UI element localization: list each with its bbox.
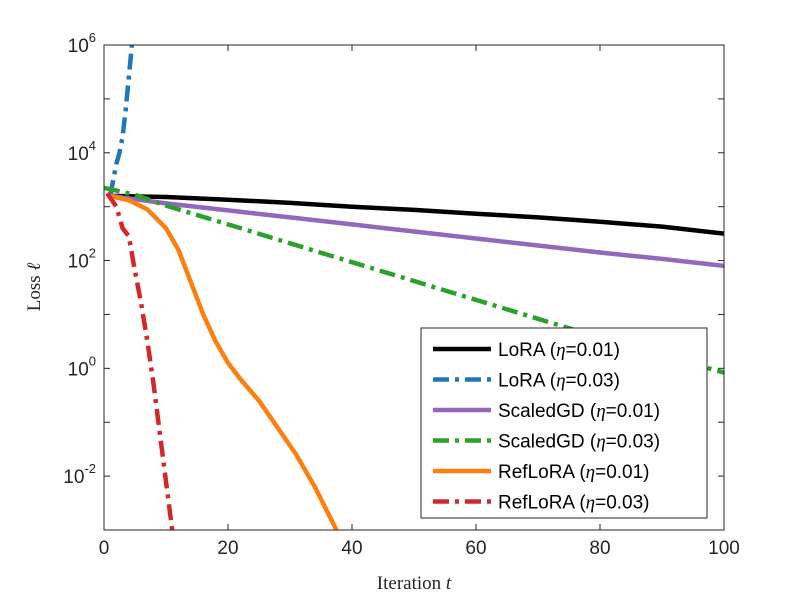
legend-label-1: LoRA (η=0.03) — [498, 371, 620, 392]
legend-label-4: RefLoRA (η=0.01) — [498, 462, 650, 483]
y-axis-title: Loss ℓ — [24, 263, 45, 312]
legend: LoRA (η=0.01) LoRA (η=0.03) ScaledGD (η=0.… — [420, 327, 708, 519]
y-tick-label: 10-2 — [63, 461, 96, 488]
y-tick-label: 106 — [68, 30, 96, 57]
series-line-5 — [105, 191, 175, 530]
series-line-4 — [109, 193, 339, 530]
y-tick-label: 100 — [68, 353, 96, 380]
y-tick-label: 102 — [68, 246, 96, 273]
x-tick-label: 0 — [99, 538, 110, 559]
x-tick-label: 80 — [589, 538, 610, 559]
legend-label-2: ScaledGD (η=0.01) — [498, 401, 660, 422]
legend-label-5: RefLoRA (η=0.03) — [498, 493, 650, 514]
plot-frame — [103, 44, 725, 531]
x-tick-labels: 0 20 40 60 80 100 — [99, 538, 740, 559]
legend-label-0: LoRA (η=0.01) — [498, 340, 620, 361]
x-tick-label: 100 — [708, 538, 740, 559]
legend-box — [420, 327, 708, 519]
x-tick-label: 60 — [465, 538, 486, 559]
x-axis-title: Iteration t — [377, 573, 452, 594]
series-line-3 — [104, 185, 724, 375]
series-line-2 — [109, 193, 724, 269]
series-line-0 — [110, 193, 724, 236]
series-lines — [104, 45, 724, 530]
x-tick-label: 20 — [217, 538, 238, 559]
legend-label-3: ScaledGD (η=0.03) — [498, 432, 660, 453]
y-tick-labels: 106 104 102 100 10-2 — [63, 30, 96, 488]
x-tick-label: 40 — [341, 538, 362, 559]
y-tick-label: 104 — [68, 138, 96, 165]
